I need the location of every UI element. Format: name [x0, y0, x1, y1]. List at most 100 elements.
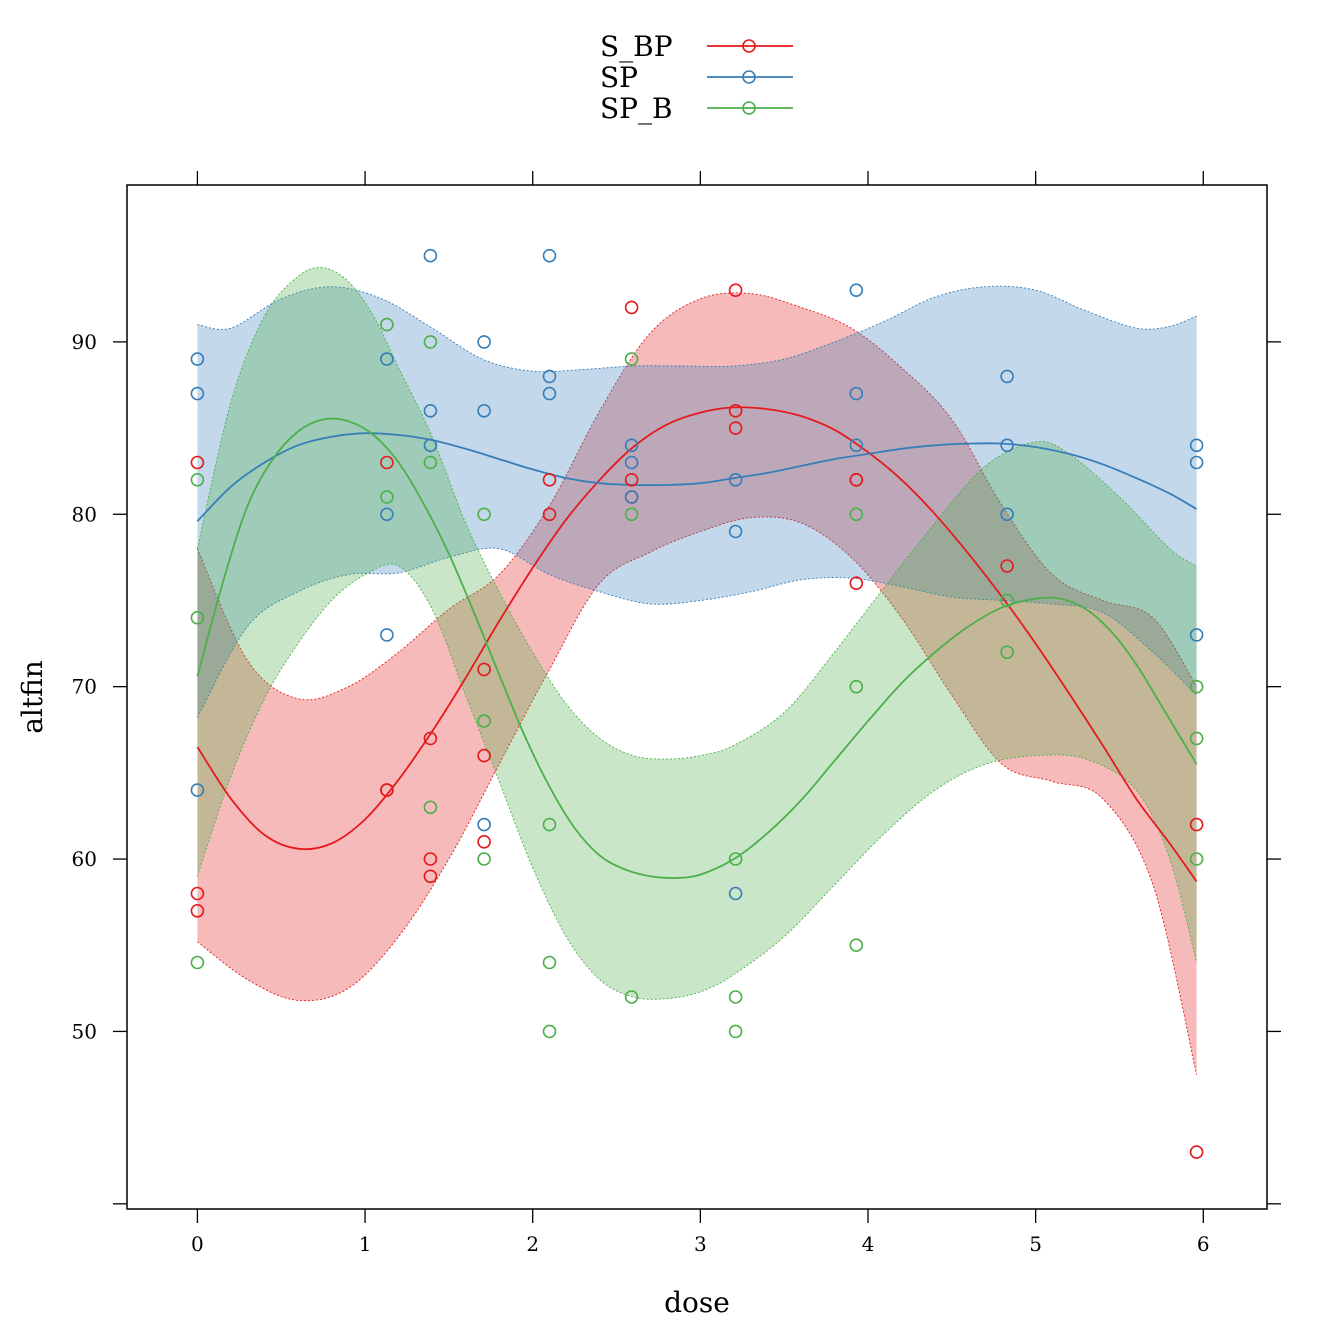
- confidence-bands: [196, 267, 1198, 1075]
- point-s-bp: [190, 903, 205, 918]
- point-sp: [728, 472, 743, 487]
- point-sp: [423, 248, 438, 263]
- x-tick-label: 5: [1029, 1232, 1042, 1256]
- point-sp-b: [190, 955, 205, 970]
- x-tick-label: 2: [526, 1232, 539, 1256]
- point-sp: [1189, 628, 1204, 642]
- point-sp-b: [849, 507, 864, 522]
- point-sp: [477, 817, 491, 832]
- point-sp-b: [1000, 645, 1014, 660]
- point-sp-b: [542, 817, 557, 832]
- legend-label-sp-b: SP_B: [600, 92, 673, 125]
- point-s-bp: [849, 472, 864, 487]
- point-sp: [849, 283, 864, 298]
- band-lower-sp-b: [196, 563, 1198, 1000]
- fit-line-s-bp: [196, 406, 1198, 883]
- point-sp-b: [380, 317, 394, 332]
- point-s-bp: [423, 731, 438, 746]
- fit-line-sp-b: [196, 417, 1198, 879]
- point-s-bp: [728, 421, 743, 435]
- point-sp: [542, 369, 557, 384]
- point-sp: [624, 455, 639, 470]
- x-tick-label: 4: [862, 1232, 875, 1256]
- point-sp-b: [728, 852, 743, 866]
- point-sp: [380, 352, 394, 366]
- point-sp-b: [849, 938, 864, 953]
- point-sp-b: [423, 335, 438, 349]
- point-sp-b: [190, 610, 205, 625]
- point-s-bp: [849, 576, 864, 591]
- x-axis-title: dose: [664, 1286, 730, 1319]
- point-s-bp: [477, 662, 491, 677]
- x-tick-label: 1: [359, 1232, 372, 1256]
- point-sp: [728, 524, 743, 539]
- point-sp-b: [1189, 731, 1204, 746]
- point-sp: [1189, 455, 1204, 470]
- legend-marker-s-bp: [742, 39, 756, 53]
- point-s-bp: [728, 403, 743, 418]
- point-sp: [190, 783, 205, 797]
- point-sp-b: [477, 714, 491, 728]
- point-sp-b: [542, 955, 557, 970]
- point-sp: [542, 248, 557, 263]
- point-sp: [542, 386, 557, 401]
- band-upper-s-bp: [196, 292, 1197, 701]
- point-sp-b: [423, 455, 438, 470]
- point-sp: [1000, 369, 1014, 384]
- point-s-bp: [1000, 559, 1014, 573]
- point-sp-b: [477, 852, 491, 866]
- point-sp: [624, 490, 639, 504]
- legend-marker-sp-b: [742, 101, 756, 115]
- legend-marker-sp: [742, 70, 756, 84]
- y-tick-label: 60: [72, 847, 97, 871]
- point-sp: [1189, 438, 1204, 453]
- point-sp: [190, 352, 205, 366]
- band-upper-sp-b: [196, 267, 1197, 760]
- point-sp: [849, 386, 864, 401]
- y-tick-label: 90: [72, 330, 97, 354]
- point-sp: [477, 335, 491, 349]
- y-tick-label: 80: [72, 502, 97, 526]
- point-sp: [1000, 438, 1014, 453]
- plot-frame: [126, 184, 1268, 1210]
- legend-label-sp: SP: [600, 61, 638, 94]
- point-s-bp: [1189, 1145, 1204, 1159]
- point-sp: [1000, 507, 1014, 522]
- point-sp-b: [190, 472, 205, 487]
- fit-lines: [196, 406, 1198, 883]
- point-s-bp: [542, 507, 557, 522]
- point-s-bp: [423, 869, 438, 884]
- point-sp: [190, 386, 205, 401]
- point-sp: [380, 507, 394, 522]
- point-sp: [728, 886, 743, 901]
- point-sp-b: [1000, 593, 1014, 608]
- axis-ticks: 0 1 2 3 4 5 6 50 60 70 80 90: [72, 171, 1281, 1256]
- band-sp-b: [197, 267, 1197, 1000]
- point-sp-b: [624, 507, 639, 522]
- point-s-bp: [477, 834, 491, 849]
- point-sp: [477, 403, 491, 418]
- point-sp-b: [624, 990, 639, 1004]
- x-tick-label: 6: [1197, 1232, 1210, 1256]
- point-sp-b: [728, 990, 743, 1004]
- point-sp-b: [423, 800, 438, 815]
- band-s-bp: [197, 292, 1197, 1075]
- point-sp: [423, 403, 438, 418]
- point-s-bp: [542, 472, 557, 487]
- point-sp-b: [1189, 679, 1204, 694]
- point-sp: [849, 438, 864, 453]
- band-lower-s-bp: [197, 516, 1198, 1075]
- point-sp: [423, 438, 438, 453]
- point-sp-b: [624, 352, 639, 366]
- point-sp-b: [728, 1024, 743, 1039]
- point-s-bp: [423, 852, 438, 866]
- point-sp-b: [477, 507, 491, 522]
- point-s-bp: [728, 283, 743, 298]
- point-sp-b: [1189, 852, 1204, 866]
- point-s-bp: [1189, 817, 1204, 832]
- x-tick-label: 0: [191, 1232, 204, 1256]
- point-s-bp: [190, 886, 205, 901]
